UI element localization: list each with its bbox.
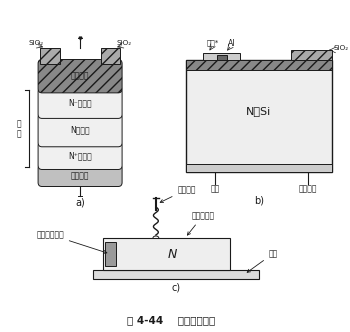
Text: Al: Al: [228, 39, 235, 47]
Text: 金属触针: 金属触针: [160, 185, 196, 203]
Text: N⁻外延层: N⁻外延层: [68, 99, 92, 108]
Text: a): a): [75, 197, 85, 207]
Bar: [105, 242, 116, 266]
Bar: [186, 60, 332, 172]
Text: 硅
片: 硅 片: [16, 119, 21, 138]
Text: SiO₂: SiO₂: [29, 40, 44, 46]
FancyBboxPatch shape: [38, 114, 122, 147]
Text: SiO₂: SiO₂: [117, 40, 132, 46]
Text: b): b): [254, 195, 264, 205]
Bar: [100, 48, 120, 64]
Text: N型基片: N型基片: [70, 125, 90, 134]
FancyBboxPatch shape: [38, 88, 122, 119]
Text: 半导体晶片: 半导体晶片: [187, 211, 215, 235]
Bar: [186, 164, 332, 172]
Text: 阳极金属: 阳极金属: [71, 72, 89, 81]
Bar: [217, 55, 226, 60]
Bar: [93, 270, 259, 279]
Bar: [186, 60, 332, 70]
FancyBboxPatch shape: [38, 142, 122, 169]
Text: N: N: [168, 247, 177, 261]
Text: 电极*: 电极*: [207, 40, 219, 46]
Text: SiO₂: SiO₂: [333, 45, 348, 51]
Bar: [291, 50, 332, 60]
Text: c): c): [171, 282, 180, 292]
Bar: [203, 53, 240, 60]
Text: 电极: 电极: [210, 185, 219, 194]
Text: N⁺阴极层: N⁺阴极层: [68, 151, 92, 160]
Bar: [40, 48, 60, 64]
Text: 欧姆接触电极: 欧姆接触电极: [36, 230, 107, 253]
Text: 图 4-44    肖特基二极管: 图 4-44 肖特基二极管: [127, 315, 215, 325]
Text: N型Si: N型Si: [246, 106, 272, 116]
Text: 阴极金属: 阴极金属: [71, 171, 89, 180]
FancyBboxPatch shape: [38, 164, 122, 187]
Text: 支架: 支架: [247, 249, 278, 272]
Bar: [103, 238, 230, 270]
Text: 欧姆接触: 欧姆接触: [299, 185, 317, 194]
FancyBboxPatch shape: [38, 59, 122, 93]
